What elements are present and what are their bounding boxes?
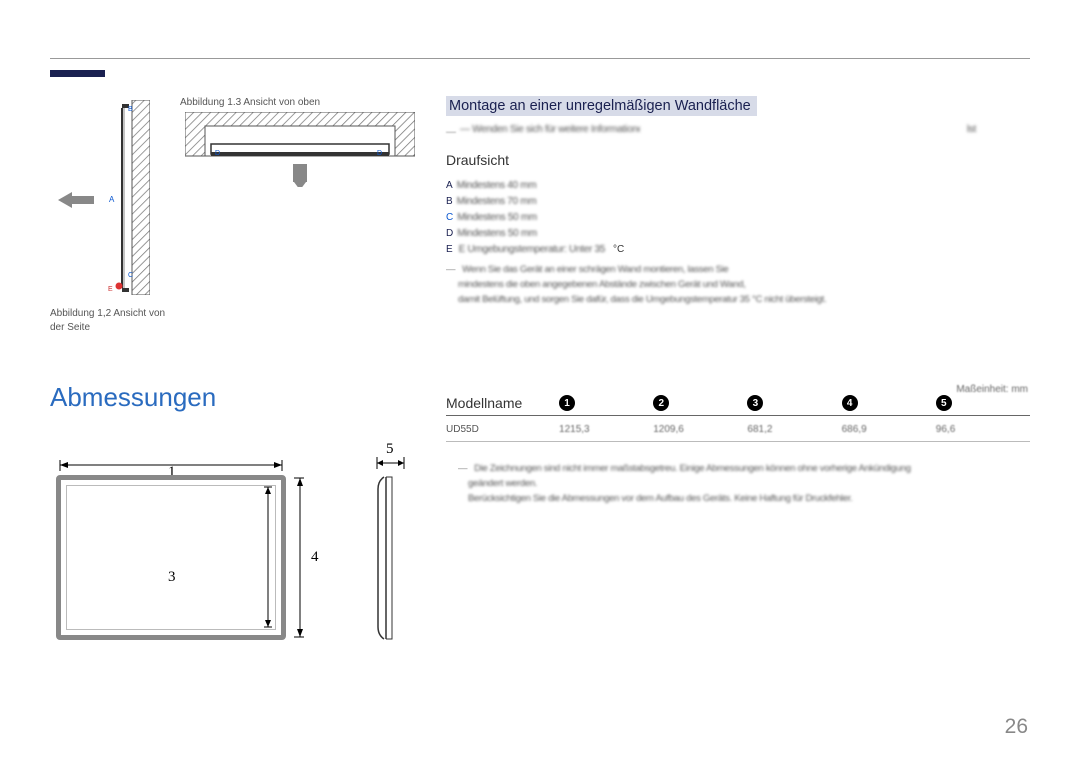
intro-note: ―― Wenden Sie sich für weitere Informati… (446, 124, 976, 138)
footnote-line-3: Berücksichtigen Sie die Abmessungen vor … (458, 493, 853, 504)
page-top-divider (50, 58, 1030, 59)
warn-dash: ― (446, 264, 460, 275)
figure-1-3-caption: Abbildung 1.3 Ansicht von oben (180, 97, 320, 108)
top-label-d-left: D (215, 150, 220, 157)
cell-1: 1215,3 (559, 424, 653, 435)
cell-2: 1209,6 (653, 424, 747, 435)
col-1: 1 (559, 395, 575, 411)
warn-line-3: damit Belüftung, und sorgen Sie dafür, d… (446, 294, 826, 305)
side-profile (376, 475, 406, 640)
side-label-a: A (109, 195, 114, 204)
accent-bar (50, 70, 105, 77)
figure-side-view: B A C E (110, 100, 150, 295)
table-footnote: ― Die Zeichnungen sind nicht immer maßst… (458, 461, 958, 507)
degree-c: °C (609, 242, 624, 258)
row-b-val: Mindestens 70 mm (457, 194, 537, 210)
row-b-label: B (446, 194, 453, 210)
warn-line-2: mindestens die oben angegebenen Abstände… (446, 279, 746, 290)
dimension-figure: 1 2 4 3 (56, 445, 416, 665)
arrow-left-icon (58, 190, 98, 210)
row-c-label: C (446, 210, 453, 226)
side-label-c: C (128, 272, 133, 279)
col-4: 4 (842, 395, 858, 411)
cell-4: 686,9 (842, 424, 936, 435)
section-title: Montage an einer unregelmäßigen Wandfläc… (446, 96, 757, 116)
col-2: 2 (653, 395, 669, 411)
side-label-e: E (108, 286, 113, 293)
row-a-val: Mindestens 40 mm (457, 178, 537, 194)
row-d-val: Mindestens 50 mm (457, 226, 537, 242)
dim-3: 3 (168, 569, 176, 586)
col-3: 3 (747, 395, 763, 411)
sub-heading-draufsicht: Draufsicht (446, 152, 509, 168)
dim-5: 5 (386, 441, 394, 458)
dim-4: 4 (311, 549, 319, 566)
page-number: 26 (1005, 715, 1028, 739)
side-label-b: B (128, 106, 133, 113)
clearance-list: AMindestens 40 mm BMindestens 70 mm CMin… (446, 178, 826, 308)
cell-3: 681,2 (747, 424, 841, 435)
row-c-val: Mindestens 50 mm (457, 210, 537, 226)
cell-model: UD55D (446, 424, 559, 435)
front-rect (56, 475, 286, 640)
row-d-label: D (446, 226, 453, 242)
figure-top-view: D D (185, 112, 415, 187)
intro-note-text: ― Wenden Sie sich für weitere Informatio… (460, 124, 640, 135)
temp-line: E Umgebungstemperatur: Unter 35 (459, 242, 605, 258)
col-model: Modellname (446, 395, 559, 411)
footnote-line-2: geändert werden. (458, 478, 537, 489)
figure-1-2-caption: Abbildung 1,2 Ansicht von der Seite (50, 307, 170, 335)
dimension-table: Modellname 1 2 3 4 5 UD55D 1215,3 1209,6… (446, 395, 1030, 442)
foot-dash: ― (458, 463, 472, 474)
row-a-label: A (446, 178, 453, 194)
table-row: UD55D 1215,3 1209,6 681,2 686,9 96,6 (446, 416, 1030, 442)
table-header: Modellname 1 2 3 4 5 (446, 395, 1030, 416)
col-5: 5 (936, 395, 952, 411)
footnote-line-1: Die Zeichnungen sind nicht immer maßstab… (474, 463, 911, 474)
warn-line-1: Wenn Sie das Gerät an einer schrägen Wan… (462, 264, 728, 275)
cell-5: 96,6 (936, 424, 1030, 435)
heading-abmessungen: Abmessungen (50, 382, 216, 413)
unit-note: Maßeinheit: mm (956, 384, 1028, 395)
top-label-d-right: D (377, 150, 382, 157)
